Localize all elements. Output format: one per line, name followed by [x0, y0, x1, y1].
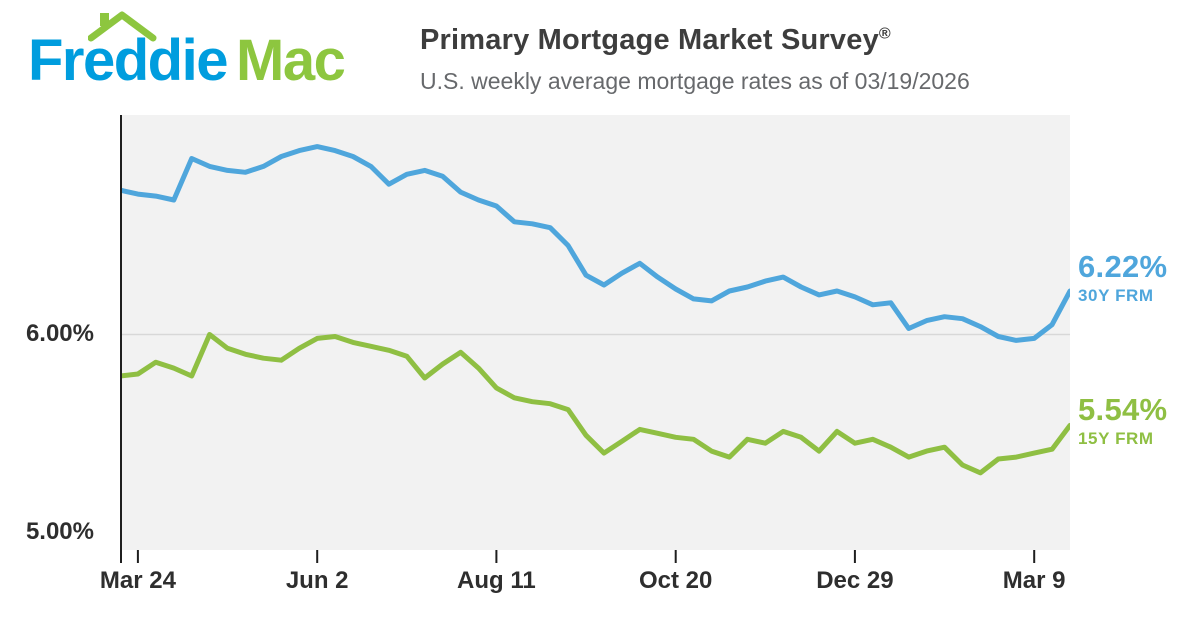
plot-background [120, 115, 1070, 550]
rate-name-30y: 30Y FRM [1078, 286, 1154, 306]
rate-annotation-15y: 5.54% 15Y FRM [1078, 392, 1168, 449]
x-axis-label: Dec 29 [816, 567, 894, 594]
series-line-15y-frm [120, 332, 1070, 476]
rate-name-15y: 15Y FRM [1078, 429, 1154, 449]
x-axis-label: Mar 9 [1002, 567, 1066, 594]
rate-value-15y: 5.54% [1078, 392, 1168, 427]
rate-value-30y: 6.22% [1078, 249, 1168, 284]
page-title-text: Primary Mortgage Market Survey [420, 24, 879, 56]
series-line-30y-frm [120, 144, 1070, 343]
x-axis-label: Oct 20 [638, 567, 713, 594]
logo-wordmark: Freddie Mac [28, 6, 346, 93]
x-axis-label: Mar 24 [99, 567, 176, 594]
page-title: Primary Mortgage Market Survey® [420, 24, 970, 57]
logo-text-mac: Mac [236, 28, 346, 93]
x-axis-label: Aug 11 [457, 567, 536, 594]
rate-annotation-30y: 6.22% 30Y FRM [1078, 249, 1168, 306]
x-axis-label: Jun 2 [285, 567, 349, 594]
y-axis-label: 6.00% [25, 320, 94, 348]
title-block: Primary Mortgage Market Survey® U.S. wee… [420, 24, 970, 95]
house-roof-icon [88, 11, 157, 42]
registered-mark: ® [878, 25, 891, 43]
freddie-mac-logo: Freddie Mac [28, 6, 346, 93]
rate-chart-svg [120, 115, 1070, 563]
logo-text-freddie: Freddie [28, 28, 229, 93]
y-axis-label: 5.00% [25, 518, 94, 546]
page-subtitle: U.S. weekly average mortgage rates as of… [420, 68, 970, 94]
